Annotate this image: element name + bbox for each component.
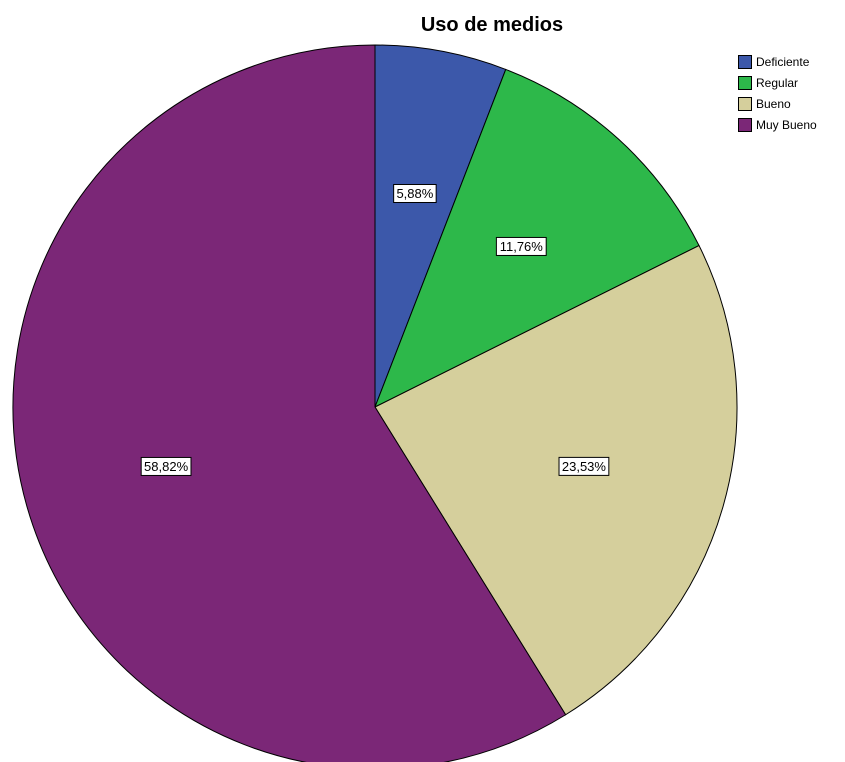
pie-slice-muy-bueno bbox=[12, 44, 567, 762]
data-label-deficiente: 5,88% bbox=[393, 183, 437, 203]
legend-swatch bbox=[738, 54, 752, 69]
legend-label: Deficiente bbox=[756, 54, 810, 69]
data-label-box bbox=[558, 456, 610, 476]
data-label-text: 58,82% bbox=[144, 459, 189, 474]
legend-swatch bbox=[738, 75, 752, 90]
legend-label: Bueno bbox=[756, 96, 791, 111]
legend-swatch bbox=[738, 117, 752, 132]
legend-item-regular: Regular bbox=[738, 72, 817, 93]
pie-slice-bueno bbox=[374, 244, 738, 716]
legend-item-deficiente: Deficiente bbox=[738, 51, 817, 72]
data-label-regular: 11,76% bbox=[495, 236, 547, 256]
legend-item-bueno: Bueno bbox=[738, 93, 817, 114]
legend-swatch bbox=[738, 96, 752, 111]
data-label-text: 23,53% bbox=[562, 459, 607, 474]
pie-slice-deficiente bbox=[374, 44, 507, 408]
legend-label: Regular bbox=[756, 75, 799, 90]
data-label-box bbox=[393, 183, 437, 203]
data-label-box bbox=[495, 236, 547, 256]
data-label-text: 5,88% bbox=[396, 186, 433, 201]
data-label-box bbox=[140, 456, 192, 476]
legend: Deficiente Regular Bueno Muy Bueno bbox=[738, 51, 817, 135]
data-label-muy-bueno: 58,82% bbox=[140, 456, 192, 476]
legend-item-muy-bueno: Muy Bueno bbox=[738, 114, 817, 135]
legend-label: Muy Bueno bbox=[756, 117, 817, 132]
data-label-text: 11,76% bbox=[500, 239, 544, 254]
data-label-bueno: 23,53% bbox=[558, 456, 610, 476]
